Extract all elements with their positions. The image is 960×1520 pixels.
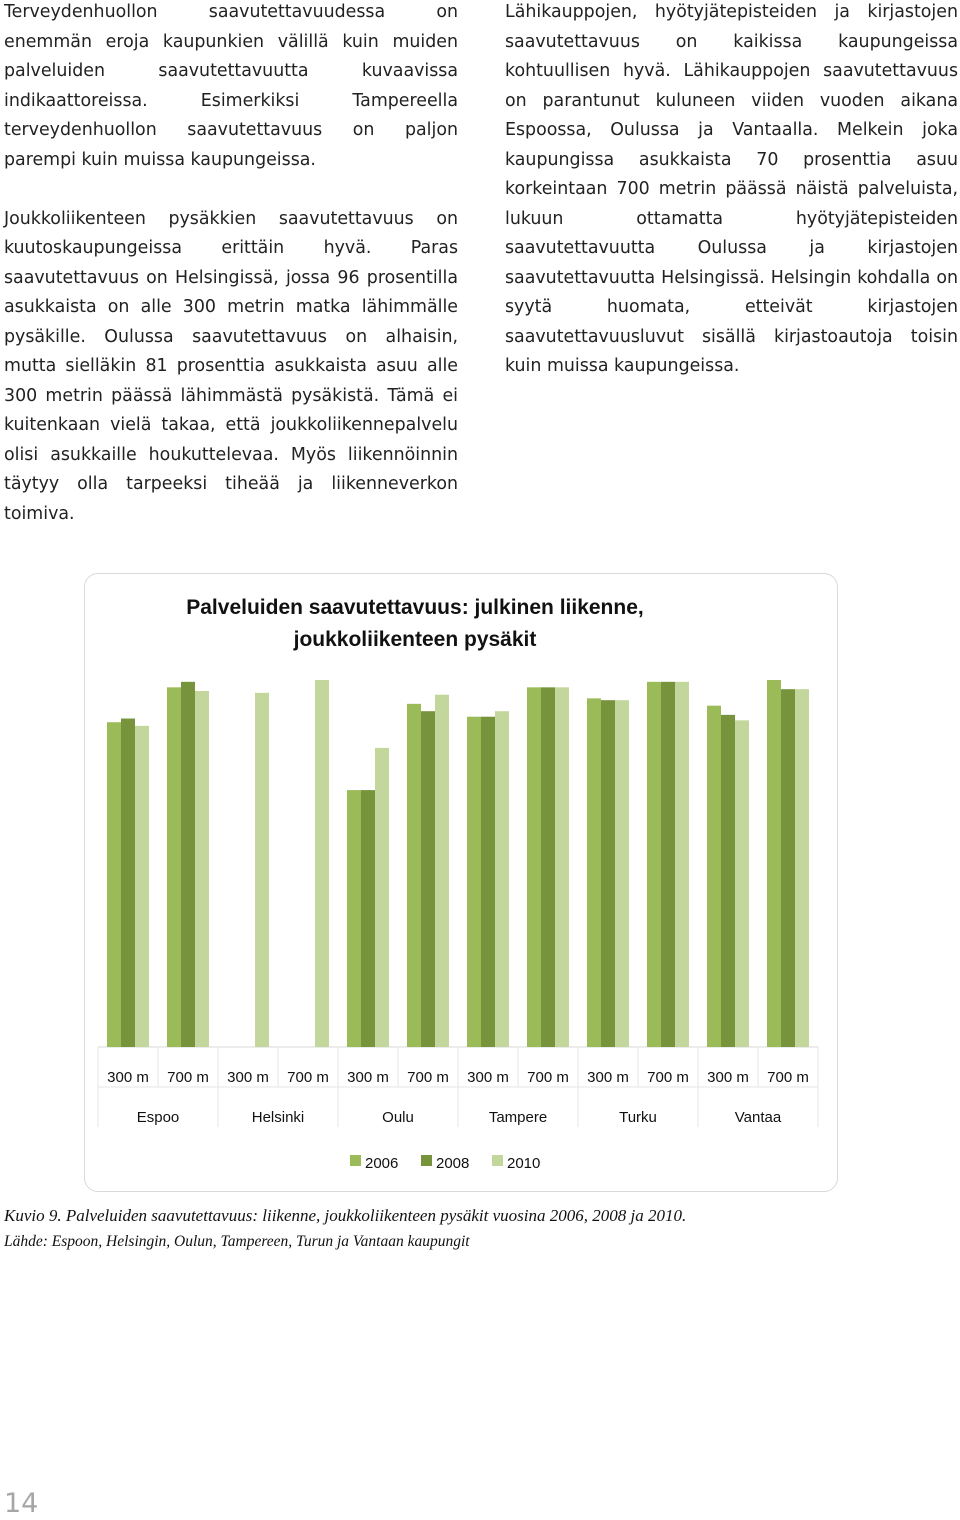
- bar-2010: [195, 691, 209, 1047]
- page-number: 14: [4, 1488, 39, 1519]
- x-group-label: Helsinki: [252, 1109, 305, 1126]
- bar-2010: [795, 689, 809, 1047]
- bar-2010: [615, 700, 629, 1047]
- bar-2006: [167, 687, 181, 1047]
- bar-2010: [495, 711, 509, 1047]
- bar-2010: [735, 720, 749, 1047]
- legend-swatch: [421, 1155, 432, 1166]
- x-group-label: Espoo: [137, 1109, 180, 1126]
- x-tick-label: 300 m: [347, 1069, 389, 1086]
- legend-label: 2008: [436, 1155, 469, 1172]
- bar-2008: [601, 700, 615, 1047]
- left-paragraph-1: Terveydenhuollon saavutettavuudessa on e…: [4, 2, 458, 170]
- bar-2006: [107, 722, 121, 1047]
- x-group-label: Tampere: [489, 1109, 547, 1126]
- x-group-label: Turku: [619, 1109, 657, 1126]
- chart-title-line-2: joukkoliikenteen pysäkit: [293, 628, 537, 651]
- x-tick-label: 300 m: [467, 1069, 509, 1086]
- bar-2008: [421, 711, 435, 1047]
- left-paragraph-2: Joukkoliikenteen pysäkkien saavutettavuu…: [4, 208, 458, 524]
- bar-2010: [435, 694, 449, 1047]
- bar-2008: [481, 716, 495, 1047]
- x-tick-label: 700 m: [407, 1069, 449, 1086]
- x-tick-label: 300 m: [587, 1069, 629, 1086]
- bar-2006: [527, 687, 541, 1047]
- x-tick-label: 700 m: [647, 1069, 689, 1086]
- left-text-column: Terveydenhuollon saavutettavuudessa on e…: [4, 0, 458, 529]
- x-tick-label: 700 m: [287, 1069, 329, 1086]
- bar-2006: [347, 790, 361, 1047]
- bar-2006: [467, 716, 481, 1047]
- bar-2010: [315, 680, 329, 1047]
- bar-2006: [407, 703, 421, 1047]
- bar-2010: [255, 692, 269, 1047]
- chart-title-line-1: Palveluiden saavutettavuus: julkinen lii…: [186, 596, 643, 619]
- bar-2010: [375, 747, 389, 1047]
- figure-caption: Kuvio 9. Palveluiden saavutettavuus: lii…: [4, 1206, 687, 1225]
- x-tick-label: 700 m: [167, 1069, 209, 1086]
- x-group-label: Vantaa: [735, 1109, 782, 1126]
- legend-label: 2006: [365, 1155, 398, 1172]
- bar-2006: [707, 705, 721, 1047]
- x-tick-label: 700 m: [767, 1069, 809, 1086]
- bar-2006: [647, 681, 661, 1047]
- legend-swatch: [492, 1155, 503, 1166]
- bar-2008: [181, 681, 195, 1047]
- bar-2006: [767, 680, 781, 1047]
- bar-chart: Palveluiden saavutettavuus: julkinen lii…: [97, 596, 819, 1172]
- bar-2008: [661, 681, 675, 1047]
- legend-swatch: [350, 1155, 361, 1166]
- bar-2010: [555, 687, 569, 1047]
- bar-2008: [541, 687, 555, 1047]
- x-tick-label: 300 m: [107, 1069, 149, 1086]
- x-tick-label: 300 m: [707, 1069, 749, 1086]
- bar-2008: [781, 689, 795, 1047]
- figure-source: Lähde: Espoon, Helsingin, Oulun, Tampere…: [4, 1233, 470, 1250]
- right-paragraph-1: Lähikauppojen, hyötyjätepisteiden ja kir…: [505, 2, 958, 376]
- legend-label: 2010: [507, 1155, 540, 1172]
- x-group-label: Oulu: [382, 1109, 414, 1126]
- bar-2008: [361, 790, 375, 1047]
- right-text-column: Lähikauppojen, hyötyjätepisteiden ja kir…: [505, 0, 958, 382]
- bar-2008: [721, 714, 735, 1047]
- bar-2006: [587, 698, 601, 1047]
- bar-2010: [675, 681, 689, 1047]
- chart-frame: Palveluiden saavutettavuus: julkinen lii…: [84, 573, 838, 1192]
- bar-2008: [121, 718, 135, 1047]
- x-tick-label: 700 m: [527, 1069, 569, 1086]
- bar-2010: [135, 725, 149, 1047]
- x-tick-label: 300 m: [227, 1069, 269, 1086]
